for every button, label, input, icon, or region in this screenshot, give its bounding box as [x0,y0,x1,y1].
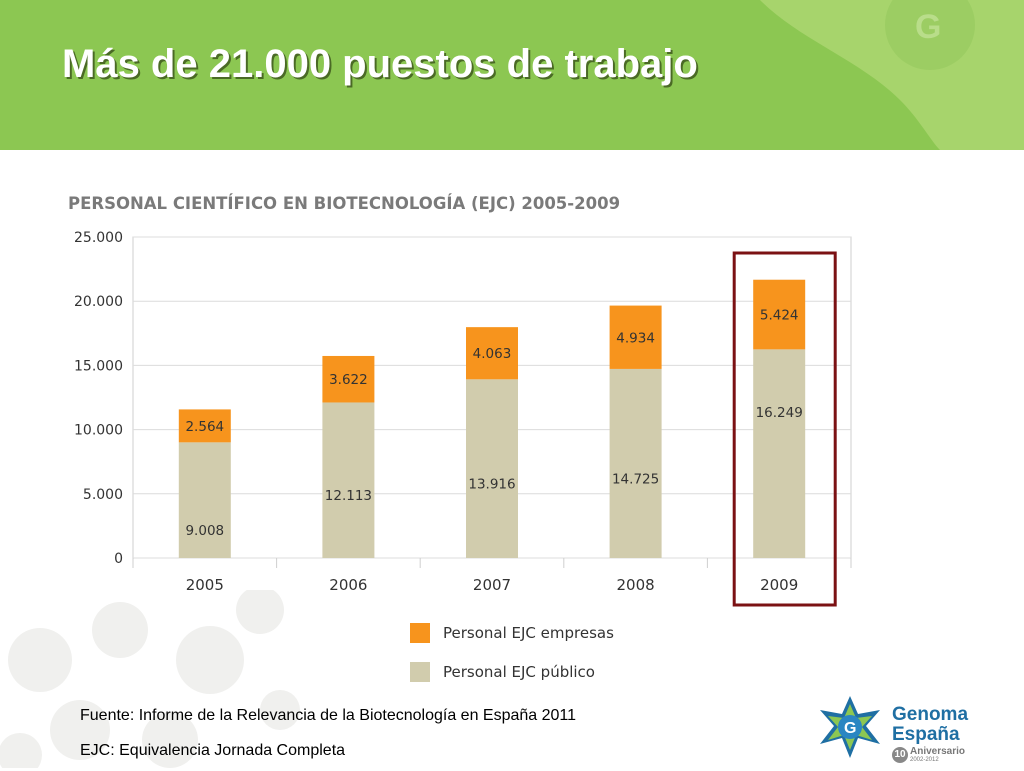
y-tick-label: 15.000 [74,358,123,374]
logo-anniversary-badge: 10 [892,747,908,763]
footnote-source: Fuente: Informe de la Relevancia de la B… [80,707,577,724]
y-tick-label: 20.000 [74,294,123,310]
bars [178,279,806,558]
data-label: 9.008 [185,523,224,539]
bar-publico-2006 [322,402,375,558]
svg-text:G: G [915,8,941,46]
logo-anniversary-text: Aniversario [910,746,966,757]
header-banner: G Más de 21.000 puestos de trabajo [0,0,1024,150]
y-tick-label: 0 [114,551,123,567]
bar-publico-2005 [178,442,231,558]
x-tick-label: 2006 [329,576,367,594]
logo-name-line2: España [892,724,960,745]
data-label: 14.725 [612,471,659,487]
legend-swatch [410,662,430,682]
data-label: 13.916 [468,477,515,493]
bar-empresas-2009 [753,279,806,350]
bar-publico-2007 [466,379,518,558]
logo-years: 2002-2012 [910,757,939,763]
y-tick-label: 10.000 [74,423,123,439]
legend-label: Personal EJC empresas [443,624,614,642]
y-tick-label: 5.000 [83,487,123,503]
slide-title: Más de 21.000 puestos de trabajo [62,42,698,86]
bar-publico-2009 [753,349,806,558]
footnote-ejc: EJC: Equivalencia Jornada Completa [80,742,346,759]
logo-name-line1: Genoma [892,704,969,725]
highlight-box-2009 [732,251,837,607]
legend-label: Personal EJC público [443,663,595,681]
legend-swatch [410,623,430,643]
chart-title: PERSONAL CIENTÍFICO EN BIOTECNOLOGÍA (EJ… [68,194,620,213]
bar-empresas-2007 [466,327,518,380]
data-label: 4.934 [616,330,655,346]
bar-empresas-2005 [178,409,231,443]
bar-publico-2008 [609,368,662,558]
svg-text:G: G [844,720,856,737]
x-tick-label: 2009 [760,576,798,594]
legend: Personal EJC empresas Personal EJC públic… [410,623,614,682]
x-tick-label: 2007 [473,576,511,594]
data-label: 4.063 [473,346,512,362]
bar-empresas-2008 [609,305,662,369]
x-tick-label: 2008 [617,576,655,594]
data-label: 5.424 [760,308,799,324]
data-label: 2.564 [185,419,224,435]
background-decoration [0,590,300,768]
data-label: 12.113 [325,488,372,504]
data-label: 3.622 [329,372,368,388]
genoma-espana-logo: G Genoma España 10 Aniversario 2002-2012 [810,688,1010,766]
y-tick-label: 25.000 [74,230,123,246]
x-axis: 2005 2006 2007 2008 2009 [186,576,799,594]
data-label: 16.249 [756,405,803,421]
y-axis: 0 5.000 10.000 15.000 20.000 25.000 [74,230,123,567]
header-decoration: G [760,0,1024,150]
bar-labels: 9.008 2.564 12.113 3.622 13.916 4.063 14.725 4.… [185,308,802,540]
bar-empresas-2006 [322,355,375,403]
x-tick-label: 2005 [186,576,224,594]
logo-star-icon: G [820,696,880,758]
